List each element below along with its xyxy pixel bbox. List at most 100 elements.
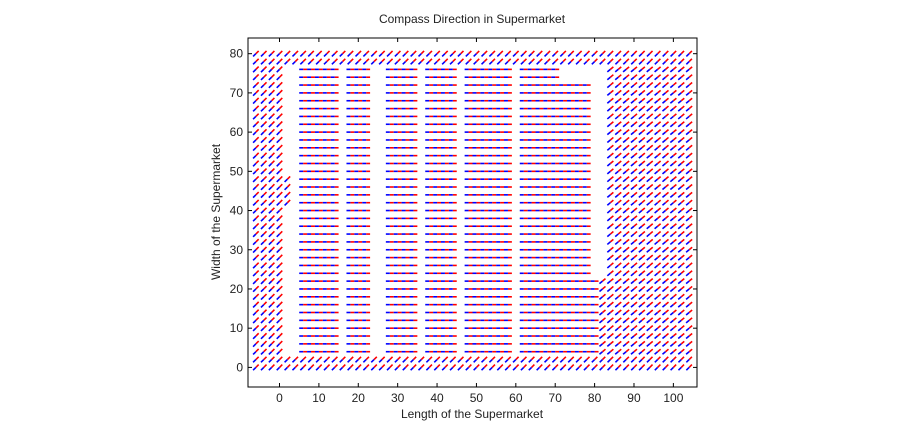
arrow bbox=[496, 358, 501, 363]
arrow bbox=[268, 280, 273, 285]
arrow bbox=[680, 332, 685, 337]
arrow bbox=[278, 191, 283, 196]
arrow bbox=[252, 241, 257, 246]
arrow bbox=[606, 107, 611, 112]
arrow bbox=[252, 288, 257, 293]
arrow bbox=[664, 58, 669, 63]
arrow bbox=[669, 123, 674, 128]
arrow bbox=[685, 76, 690, 81]
arrow bbox=[672, 207, 677, 212]
arrow bbox=[496, 60, 501, 65]
arrow bbox=[276, 68, 281, 73]
arrow bbox=[641, 332, 646, 337]
arrow bbox=[609, 176, 614, 180]
arrow bbox=[685, 107, 690, 112]
arrow bbox=[641, 89, 646, 94]
arrow bbox=[339, 60, 344, 65]
arrow bbox=[562, 58, 567, 63]
arrow bbox=[649, 325, 654, 329]
arrow bbox=[617, 254, 622, 259]
arrow bbox=[657, 105, 662, 110]
arrow bbox=[633, 81, 638, 86]
arrow bbox=[688, 364, 693, 368]
arrow bbox=[528, 358, 533, 363]
arrow bbox=[672, 81, 677, 86]
arrow bbox=[622, 139, 627, 144]
arrow bbox=[294, 50, 299, 55]
arrow bbox=[370, 358, 375, 363]
arrow bbox=[268, 202, 273, 207]
arrow bbox=[664, 270, 670, 274]
arrow bbox=[334, 58, 338, 63]
arrow bbox=[286, 199, 291, 204]
arrow bbox=[654, 304, 659, 308]
arrow bbox=[662, 358, 667, 363]
arrow bbox=[688, 58, 693, 63]
arrow bbox=[646, 351, 651, 355]
arrow bbox=[638, 115, 643, 120]
arrow bbox=[276, 162, 281, 167]
arrow bbox=[276, 147, 281, 152]
arrow bbox=[520, 53, 525, 58]
arrow bbox=[609, 113, 614, 118]
arrow bbox=[677, 123, 682, 128]
arrow bbox=[606, 155, 611, 159]
arrow bbox=[622, 264, 627, 269]
arrow bbox=[507, 356, 512, 361]
arrow bbox=[428, 58, 433, 63]
arrow bbox=[677, 147, 682, 151]
arrow bbox=[680, 144, 685, 149]
arrow bbox=[680, 74, 685, 78]
arrow bbox=[606, 202, 611, 206]
arrow bbox=[669, 311, 674, 316]
arrow bbox=[252, 178, 257, 183]
arrow bbox=[357, 58, 362, 63]
arrow bbox=[625, 364, 630, 368]
arrow bbox=[425, 366, 430, 371]
arrow bbox=[591, 60, 596, 65]
arrow bbox=[276, 225, 281, 230]
arrow bbox=[664, 168, 670, 172]
arrow bbox=[386, 358, 391, 363]
arrow bbox=[685, 170, 690, 175]
arrow bbox=[614, 351, 619, 355]
arrow bbox=[278, 50, 283, 55]
arrow bbox=[649, 364, 654, 368]
arrow bbox=[654, 335, 659, 340]
arrow bbox=[276, 209, 281, 214]
arrow bbox=[685, 241, 690, 246]
arrow bbox=[630, 92, 635, 97]
arrow bbox=[260, 178, 265, 183]
arrow bbox=[688, 128, 693, 133]
arrow bbox=[444, 364, 449, 368]
arrow bbox=[252, 194, 257, 199]
arrow bbox=[252, 280, 257, 285]
arrow bbox=[271, 81, 275, 86]
arrow bbox=[583, 53, 588, 58]
arrow bbox=[562, 356, 567, 361]
arrow bbox=[672, 199, 677, 204]
arrow bbox=[630, 249, 635, 253]
arrow bbox=[276, 100, 281, 105]
arrow bbox=[677, 76, 682, 81]
arrow bbox=[688, 191, 693, 196]
arrow bbox=[538, 364, 543, 368]
arrow bbox=[271, 58, 275, 63]
arrow bbox=[688, 50, 693, 55]
arrow bbox=[649, 113, 654, 118]
arrow bbox=[606, 68, 611, 73]
arrow bbox=[310, 58, 315, 63]
arrow bbox=[378, 53, 383, 58]
arrow bbox=[649, 128, 654, 133]
arrow bbox=[677, 115, 682, 120]
arrow bbox=[646, 288, 651, 293]
arrow bbox=[646, 139, 651, 144]
arrow bbox=[661, 131, 667, 136]
arrow bbox=[302, 58, 307, 63]
arrow bbox=[661, 84, 667, 89]
arrow bbox=[271, 207, 275, 212]
arrow bbox=[617, 223, 622, 227]
arrow bbox=[633, 58, 638, 63]
arrow bbox=[633, 144, 638, 149]
arrow bbox=[252, 147, 257, 152]
